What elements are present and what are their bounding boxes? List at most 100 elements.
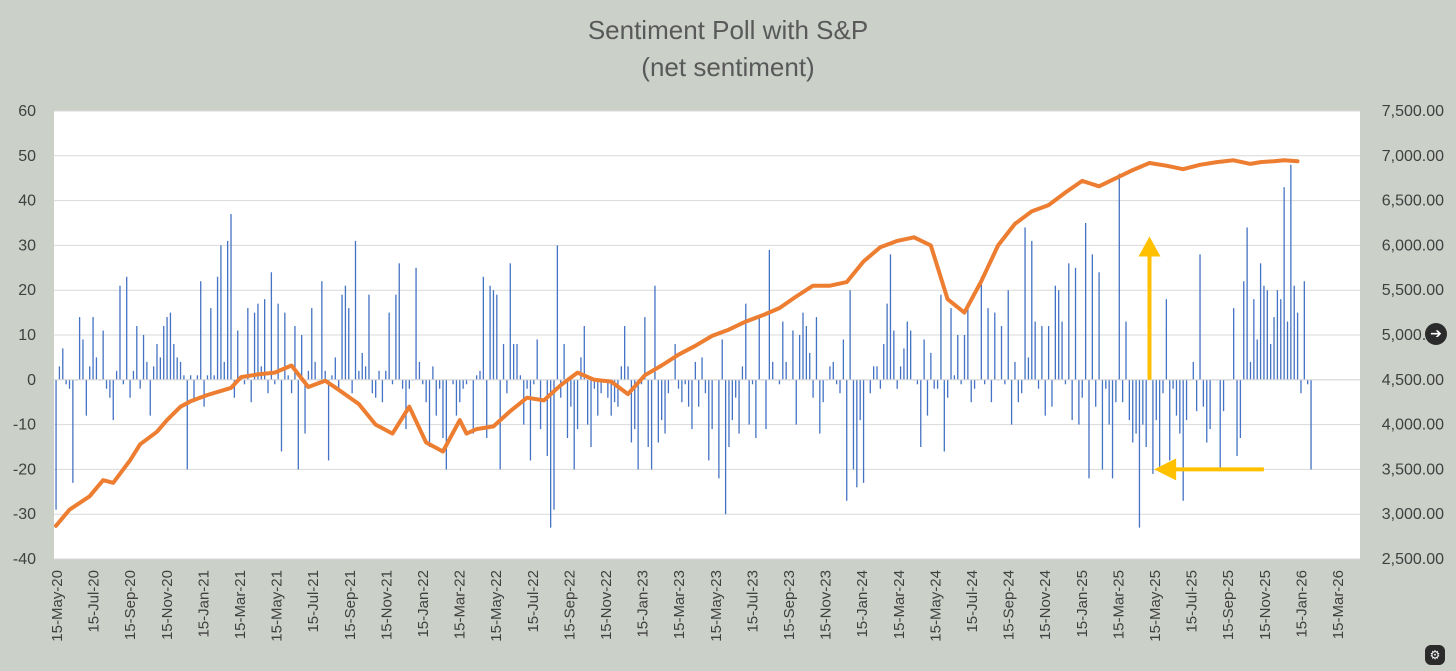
sentiment-bar bbox=[401, 379, 404, 389]
sentiment-bar bbox=[183, 375, 185, 380]
arrow-right-icon[interactable]: ➔ bbox=[1425, 323, 1447, 345]
sentiment-bar bbox=[351, 379, 353, 394]
sentiment-bar bbox=[876, 366, 878, 380]
sentiment-bar bbox=[647, 379, 649, 447]
sentiment-bar bbox=[973, 379, 976, 389]
sentiment-bar bbox=[203, 379, 205, 407]
sentiment-bar bbox=[657, 379, 659, 443]
sentiment-bar bbox=[802, 312, 804, 380]
sentiment-bar bbox=[1004, 379, 1006, 385]
sentiment-bar bbox=[425, 379, 427, 403]
sentiment-bar bbox=[270, 272, 273, 380]
right-tick-label: 6,500.00 bbox=[1382, 193, 1444, 210]
right-tick-label: 4,000.00 bbox=[1382, 417, 1444, 434]
sentiment-bar bbox=[852, 379, 855, 470]
sentiment-bar bbox=[987, 308, 989, 380]
sentiment-bar bbox=[1280, 299, 1282, 380]
sentiment-bar bbox=[358, 370, 360, 380]
sentiment-bar bbox=[102, 330, 104, 380]
sentiment-bar bbox=[112, 379, 114, 421]
sentiment-bar bbox=[910, 330, 912, 380]
x-tick-label: 15-Sep-20 bbox=[122, 570, 139, 640]
sentiment-bar bbox=[936, 379, 939, 389]
sentiment-bar bbox=[371, 379, 373, 394]
sentiment-bar bbox=[1041, 326, 1043, 380]
sentiment-bar bbox=[1152, 379, 1154, 474]
sentiment-bar bbox=[301, 335, 303, 380]
sentiment-bar bbox=[68, 379, 71, 389]
sentiment-bar bbox=[1014, 361, 1016, 380]
sp-line-path bbox=[54, 158, 1300, 528]
sentiment-bar bbox=[889, 254, 892, 380]
sentiment-bar bbox=[206, 375, 209, 380]
sentiment-bar bbox=[1307, 379, 1309, 385]
sentiment-bar bbox=[1185, 379, 1188, 421]
sentiment-bar bbox=[519, 375, 522, 380]
sentiment-bar bbox=[768, 249, 770, 380]
sentiment-bar bbox=[721, 339, 723, 380]
sentiment-bar bbox=[748, 379, 750, 425]
sentiment-bar bbox=[465, 379, 468, 385]
sentiment-bar bbox=[1054, 285, 1056, 380]
sentiment-bar bbox=[1108, 379, 1110, 425]
sentiment-bar bbox=[576, 379, 579, 430]
sentiment-bar bbox=[82, 339, 84, 380]
sentiment-bar bbox=[237, 330, 239, 380]
sentiment-bar bbox=[126, 276, 128, 380]
sentiment-bar bbox=[1169, 379, 1171, 461]
sentiment-bar bbox=[610, 379, 612, 416]
sentiment-bar bbox=[1098, 272, 1100, 380]
chart-settings-icon[interactable]: ⚙ bbox=[1425, 645, 1445, 665]
sentiment-bar bbox=[859, 379, 861, 421]
sentiment-bar bbox=[1310, 379, 1312, 470]
sentiment-bar bbox=[220, 245, 222, 380]
sentiment-bar bbox=[856, 379, 858, 488]
sentiment-bar bbox=[728, 379, 730, 447]
sentiment-bar bbox=[227, 240, 229, 380]
sentiment-bar bbox=[139, 379, 141, 389]
sentiment-bars bbox=[54, 164, 1360, 528]
sentiment-bar bbox=[765, 379, 767, 430]
x-tick-label: 15-Jul-25 bbox=[1184, 570, 1201, 633]
sentiment-bar bbox=[691, 379, 693, 430]
sentiment-bar bbox=[627, 366, 629, 380]
sentiment-bar bbox=[620, 366, 622, 380]
sentiment-bar bbox=[294, 326, 296, 380]
sentiment-bar bbox=[1061, 321, 1063, 380]
sentiment-bar bbox=[85, 379, 87, 416]
sentiment-bar bbox=[1010, 379, 1013, 425]
sentiment-bar bbox=[486, 379, 488, 439]
sentiment-bar bbox=[815, 317, 818, 380]
sentiment-bar bbox=[899, 366, 902, 380]
sentiment-bar bbox=[735, 379, 737, 398]
sentiment-bar bbox=[1249, 361, 1252, 380]
sentiment-bar bbox=[805, 326, 808, 380]
sentiment-bar bbox=[243, 379, 246, 385]
x-tick-label: 15-Mar-25 bbox=[1110, 570, 1127, 639]
sentiment-bar bbox=[72, 379, 74, 483]
sentiment-bar bbox=[1047, 326, 1050, 380]
sentiment-bar bbox=[428, 379, 431, 447]
sentiment-bar bbox=[1024, 227, 1026, 380]
sentiment-bar bbox=[597, 379, 599, 416]
sentiment-bar bbox=[506, 379, 508, 394]
x-tick-label: 15-Nov-20 bbox=[159, 570, 176, 640]
x-tick-label: 15-Jul-21 bbox=[305, 570, 322, 633]
sentiment-bar bbox=[600, 379, 602, 394]
sentiment-bar bbox=[78, 317, 81, 380]
sentiment-bar bbox=[560, 379, 562, 398]
sentiment-bar bbox=[829, 366, 831, 380]
sentiment-bar bbox=[741, 366, 744, 380]
sentiment-bar bbox=[1270, 343, 1272, 380]
sentiment-bar bbox=[193, 379, 195, 403]
sentiment-bar bbox=[1283, 187, 1285, 380]
sentiment-bar bbox=[1031, 240, 1033, 380]
sentiment-bar bbox=[442, 379, 444, 439]
sentiment-bar bbox=[1276, 290, 1279, 380]
sentiment-bar bbox=[984, 379, 986, 385]
sp-line bbox=[54, 158, 1300, 528]
sentiment-bar bbox=[105, 379, 108, 389]
sentiment-bar bbox=[745, 303, 747, 380]
sentiment-bar bbox=[499, 379, 501, 470]
sentiment-bar bbox=[136, 326, 138, 380]
